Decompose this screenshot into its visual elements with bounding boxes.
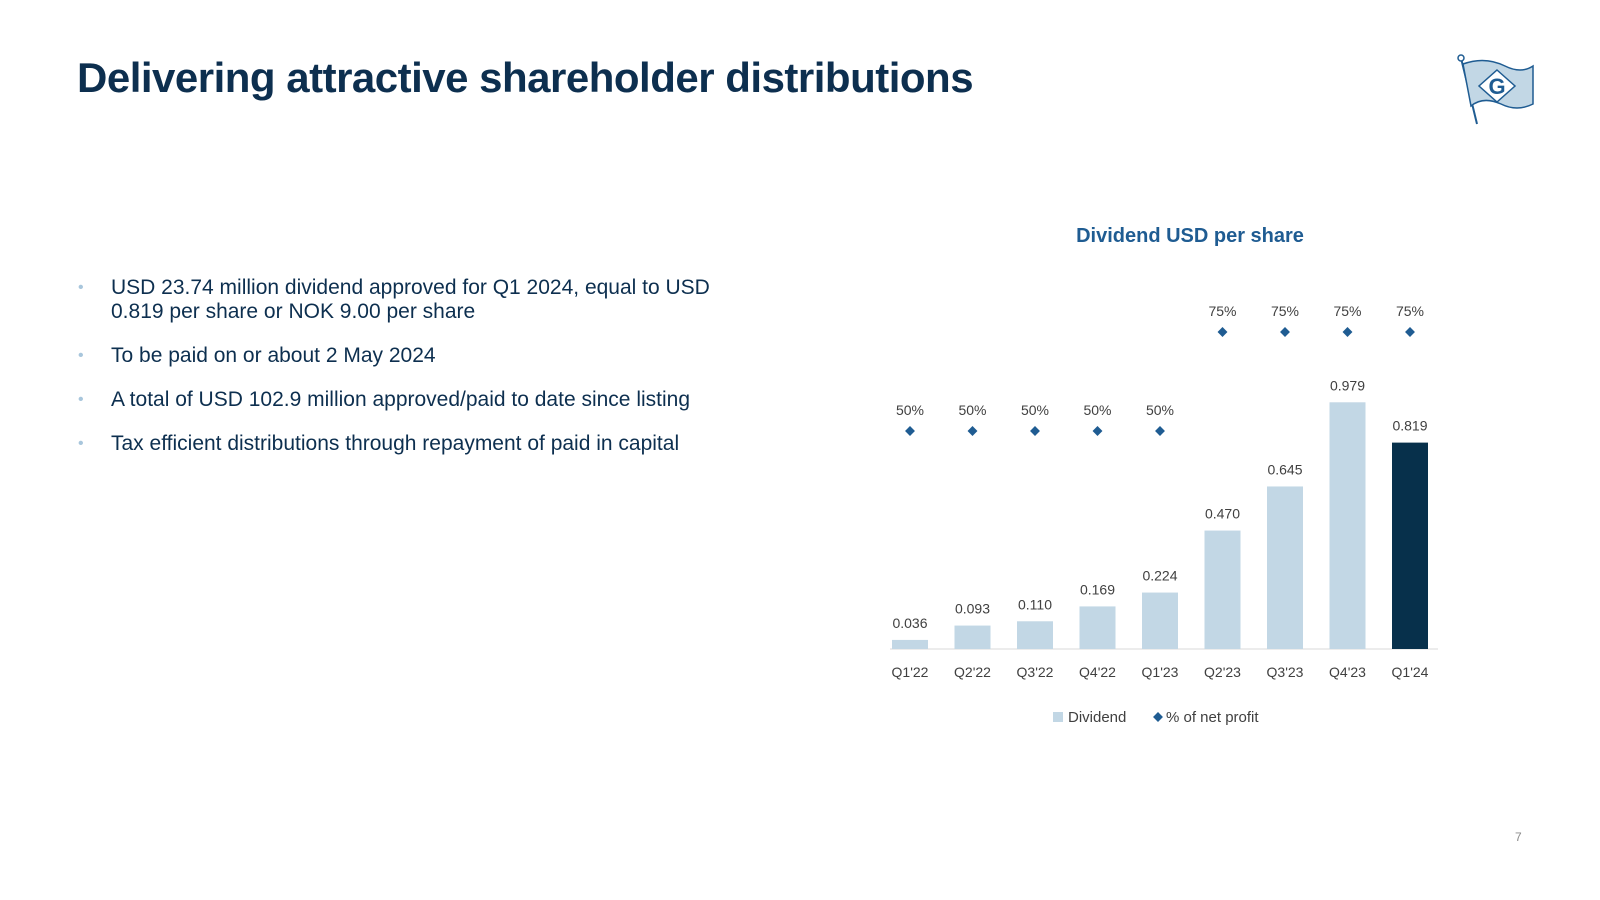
net-profit-label: 75% xyxy=(1333,303,1361,319)
x-tick-label: Q1'23 xyxy=(1142,664,1179,680)
bar-value-label: 0.470 xyxy=(1205,506,1240,522)
bullet-dot-icon: • xyxy=(78,279,84,296)
net-profit-label: 50% xyxy=(1083,402,1111,418)
dividend-bar xyxy=(954,625,991,649)
dividend-bar xyxy=(1142,592,1178,649)
bullet-text: Tax efficient distributions through repa… xyxy=(111,432,680,455)
dividend-bar xyxy=(1329,402,1366,649)
bullet-dot-icon: • xyxy=(78,347,84,364)
net-profit-marker xyxy=(1405,327,1415,337)
bar-value-label: 0.036 xyxy=(892,615,927,631)
net-profit-label: 75% xyxy=(1208,303,1236,319)
chart-title: Dividend USD per share xyxy=(1076,225,1304,247)
bar-value-label: 0.169 xyxy=(1080,581,1115,597)
legend-dividend-swatch xyxy=(1053,712,1063,722)
legend-net-profit-marker xyxy=(1153,712,1163,722)
dividend-bar xyxy=(1204,530,1241,649)
dividend-bar xyxy=(1017,621,1053,649)
dividend-bar xyxy=(1392,442,1428,649)
bullet-item: • USD 23.74 million dividend approved for… xyxy=(78,276,768,324)
bullet-item: • A total of USD 102.9 million approved/p… xyxy=(78,388,768,412)
x-tick-label: Q3'22 xyxy=(1017,664,1054,680)
bullet-list: • USD 23.74 million dividend approved for… xyxy=(78,276,768,476)
bar-value-label: 0.645 xyxy=(1267,461,1302,477)
bullet-dot-icon: • xyxy=(78,391,84,408)
net-profit-label: 50% xyxy=(1021,402,1049,418)
dividend-bar xyxy=(1267,486,1303,649)
bar-value-label: 0.224 xyxy=(1142,568,1177,584)
bullet-dot-icon: • xyxy=(78,435,84,452)
bar-value-label: 0.979 xyxy=(1330,377,1365,393)
x-tick-label: Q1'24 xyxy=(1392,664,1429,680)
bullet-text: A total of USD 102.9 million approved/pa… xyxy=(111,388,691,411)
net-profit-marker xyxy=(1280,327,1290,337)
x-tick-label: Q4'22 xyxy=(1079,664,1116,680)
dividend-bar xyxy=(1079,606,1116,649)
legend-dividend-label: Dividend xyxy=(1068,709,1126,726)
net-profit-label: 50% xyxy=(896,402,924,418)
net-profit-label: 75% xyxy=(1396,303,1424,319)
page-title: Delivering attractive shareholder distri… xyxy=(77,54,974,101)
net-profit-label: 50% xyxy=(1146,402,1174,418)
bar-value-label: 0.819 xyxy=(1392,418,1427,434)
x-tick-label: Q2'22 xyxy=(954,664,991,680)
net-profit-marker xyxy=(1092,426,1103,436)
bar-value-label: 0.110 xyxy=(1018,596,1052,612)
net-profit-marker xyxy=(1217,327,1228,337)
net-profit-marker xyxy=(1342,327,1353,337)
net-profit-label: 75% xyxy=(1271,303,1299,319)
x-tick-label: Q3'23 xyxy=(1267,664,1304,680)
company-flag-logo-icon: G xyxy=(1457,54,1534,125)
dividend-bar xyxy=(892,639,928,649)
bullet-text: To be paid on or about 2 May 2024 xyxy=(111,344,436,367)
dividend-chart: 0.036 Q1'22 50% 0.093 Q2'22 50% 0.110 Q3'22 50% 0… xyxy=(890,303,1438,726)
net-profit-marker xyxy=(905,426,915,436)
bar-value-label: 0.093 xyxy=(955,601,990,617)
x-tick-label: Q1'22 xyxy=(892,664,929,680)
legend-net-profit-label: % of net profit xyxy=(1166,709,1259,726)
x-tick-label: Q4'23 xyxy=(1329,664,1366,680)
x-tick-label: Q2'23 xyxy=(1204,664,1241,680)
bullet-item: • Tax efficient distributions through rep… xyxy=(78,432,768,456)
net-profit-label: 50% xyxy=(958,402,986,418)
net-profit-marker xyxy=(967,426,978,436)
net-profit-marker xyxy=(1030,426,1040,436)
net-profit-marker xyxy=(1155,426,1165,436)
page-number: 7 xyxy=(1515,830,1522,844)
bullet-item: • To be paid on or about 2 May 2024 xyxy=(78,344,768,368)
bullet-text: USD 23.74 million dividend approved for … xyxy=(111,276,710,323)
logo-letter: G xyxy=(1488,74,1505,99)
